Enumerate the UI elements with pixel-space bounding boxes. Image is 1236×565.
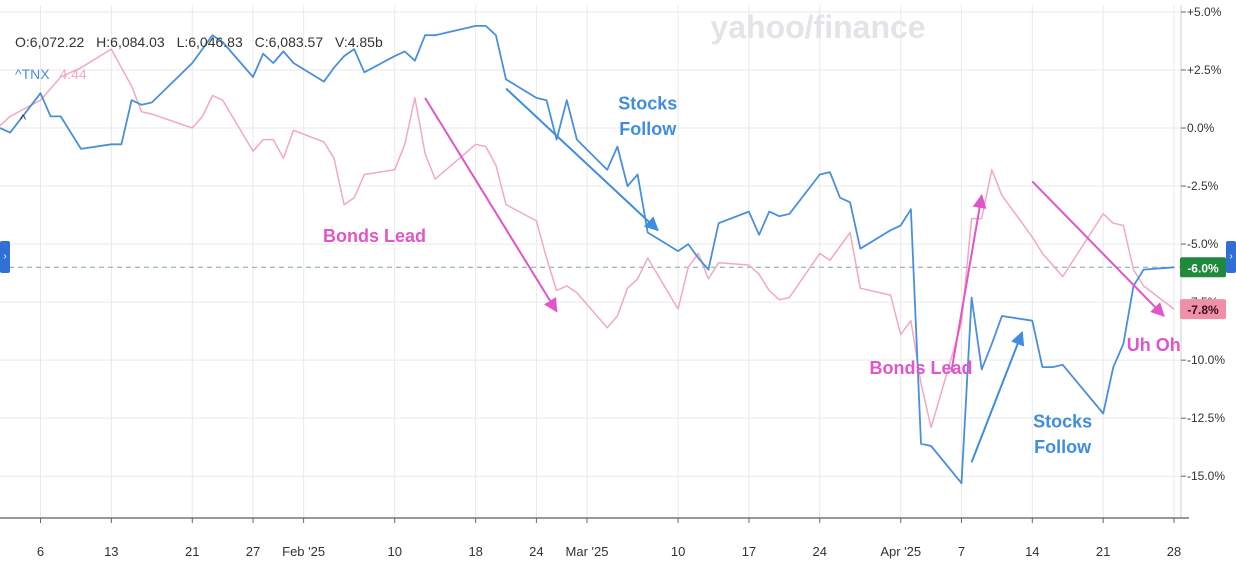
bonds-value-badge-label: -7.8% (1187, 303, 1219, 317)
expand-right-panel-button[interactable]: › (1226, 241, 1236, 273)
compare-symbol[interactable]: ^TNX (15, 66, 50, 82)
chevron-up-icon[interactable]: ^ (20, 112, 27, 127)
annotation-label: Follow (1034, 437, 1092, 457)
x-tick-label: 10 (671, 544, 685, 559)
annotation-arrow (424, 97, 558, 313)
annotation-arrow (1031, 180, 1165, 318)
x-tick-label: Feb '25 (282, 544, 325, 559)
annotation-arrow (505, 87, 659, 232)
x-tick-label: 24 (529, 544, 543, 559)
x-tick-label: 6 (37, 544, 44, 559)
x-tick-label: 13 (104, 544, 118, 559)
x-tick-label: 24 (813, 544, 827, 559)
y-tick-label: -5.0% (1187, 237, 1219, 251)
annotation-arrow (950, 193, 987, 372)
expand-left-panel-button[interactable]: › (0, 241, 10, 273)
annotation-label: Bonds Lead (869, 358, 972, 378)
bonds-series-line (0, 48, 1175, 429)
bonds-value-badge (1180, 299, 1226, 320)
y-tick-label: +2.5% (1187, 63, 1222, 77)
y-tick-label: +5.0% (1187, 5, 1222, 19)
compare-value: 4.44 (59, 66, 87, 82)
annotation-labels: Bonds Lead Stocks Follow Bonds Lead Stocks Fo… (323, 93, 1181, 457)
stocks-value-badge (1180, 257, 1226, 278)
x-tick-label: 17 (742, 544, 756, 559)
y-tick-label: -10.0% (1187, 353, 1225, 367)
y-tick-label: -2.5% (1187, 179, 1219, 193)
open-value: O:6,072.22 (15, 34, 85, 50)
y-tick-label: -12.5% (1187, 411, 1225, 425)
y-axis: +5.0%+2.5%0.0%-2.5%-5.0%-7.5%-10.0%-12.5… (1181, 5, 1225, 483)
high-value: H:6,084.03 (96, 34, 165, 50)
compare-symbol-legend[interactable]: ^TNX 4.44 (15, 66, 87, 82)
annotation-label: Stocks (618, 93, 677, 113)
annotation-label: Stocks (1033, 411, 1092, 431)
x-tick-label: 27 (246, 544, 260, 559)
x-tick-label: 21 (1096, 544, 1110, 559)
close-value: C:6,083.57 (254, 34, 324, 50)
x-tick-label: Apr '25 (880, 544, 921, 559)
chevron-right-icon: › (1229, 251, 1233, 262)
annotation-label: Uh Oh (1127, 335, 1181, 355)
yahoo-finance-watermark: yahoo/finance (710, 9, 925, 45)
x-tick-label: 18 (468, 544, 482, 559)
x-tick-label: 7 (958, 544, 965, 559)
y-tick-label: -15.0% (1187, 469, 1225, 483)
annotation-label: Follow (619, 119, 677, 139)
last-value-badges: -6.0% -7.8% (1180, 257, 1226, 320)
stocks-series-line (0, 24, 1175, 485)
stocks-value-badge-label: -6.0% (1187, 261, 1219, 275)
chart-grid (0, 5, 1189, 519)
series-layer (0, 24, 1175, 485)
annotation-label: Bonds Lead (323, 226, 426, 246)
volume-value: V:4.85b (335, 34, 383, 50)
x-tick-label: 10 (387, 544, 401, 559)
x-axis: 6 13 21 27 Feb '25 10 18 24 Mar '25 10 17 24 Apr '25… (37, 518, 1181, 559)
x-tick-label: Mar '25 (566, 544, 609, 559)
x-tick-label: 14 (1025, 544, 1039, 559)
annotation-arrow (970, 330, 1025, 463)
y-tick-label: 0.0% (1187, 121, 1215, 135)
chevron-right-icon: › (3, 251, 7, 262)
annotation-arrows (424, 87, 1165, 463)
ohlc-readout: O:6,072.22 H:6,084.03 L:6,046.83 C:6,083… (15, 34, 391, 50)
x-tick-label: 28 (1167, 544, 1181, 559)
x-tick-label: 21 (185, 544, 199, 559)
low-value: L:6,046.83 (176, 34, 243, 50)
